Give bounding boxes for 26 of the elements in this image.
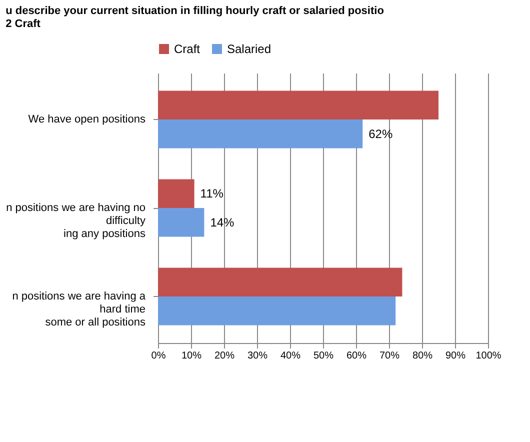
x-tick-label: 0% <box>151 350 166 362</box>
y-tick-label: n positions we are having no difficulty ing any positions <box>6 202 146 240</box>
x-tick-label: 50% <box>313 350 334 362</box>
bar <box>158 296 396 326</box>
x-tick-label: 30% <box>247 350 268 362</box>
x-tick-label: 80% <box>412 350 433 362</box>
legend-label: Salaried <box>227 42 272 56</box>
x-tick-label: 10% <box>181 350 202 362</box>
x-tick-label: 100% <box>476 350 502 362</box>
chart-title: u describe your current situation in filling hourly craft or salaried positio 2 Craft <box>6 5 384 30</box>
x-tick-label: 70% <box>379 350 400 362</box>
y-tick-label: We have open positions <box>28 113 146 126</box>
data-label: 11% <box>200 186 224 201</box>
bar <box>158 90 438 120</box>
data-label: 62% <box>368 126 393 141</box>
bar <box>158 179 194 208</box>
x-tick-label: 60% <box>346 350 367 362</box>
bar <box>158 119 363 148</box>
bar <box>158 268 402 297</box>
x-tick-label: 20% <box>214 350 235 362</box>
y-tick-label: n positions we are having a hard time some or all positions <box>12 290 146 329</box>
x-tick-label: 90% <box>445 350 466 362</box>
x-tick-label: 40% <box>280 350 301 362</box>
data-label: 14% <box>210 215 235 230</box>
legend-label: Craft <box>174 42 201 56</box>
bar <box>158 208 204 237</box>
